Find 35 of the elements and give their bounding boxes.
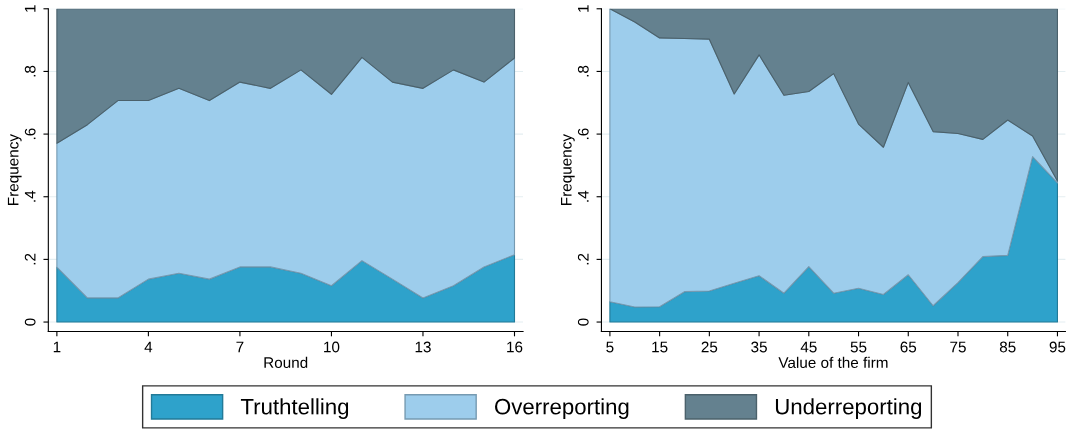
x-tick-label: 7 [236,341,244,353]
x-tick-label: 25 [701,341,718,353]
x-tick-label: 35 [751,341,767,353]
legend-label: Overreporting [495,398,629,419]
y-tick-label: 0 [24,318,36,326]
y-tick-label: .6 [577,128,589,140]
y-axis-title: Frequency [7,134,22,205]
x-tick-label: 16 [507,341,523,353]
y-tick-label: 1 [24,5,36,12]
x-tick-label: 95 [1049,341,1066,353]
legend-label: Underreporting [775,398,922,419]
x-tick-label: 4 [144,341,153,353]
x-axis-title: Round [264,356,308,369]
x-tick-label: 10 [324,341,340,353]
x-tick-label: 15 [652,341,668,353]
y-tick-label: .8 [577,65,589,77]
y-tick-label: 0 [577,318,589,326]
x-tick-label: 55 [850,341,867,353]
x-tick-label: 5 [606,341,614,353]
x-tick-label: 75 [950,341,966,353]
x-tick-label: 13 [415,341,431,353]
y-axis-title: Frequency [561,134,575,205]
y-tick-label: .2 [24,253,36,265]
x-tick-label: 45 [800,341,817,353]
y-tick-label: .8 [24,65,36,77]
x-axis-title: Value of the firm [778,356,888,369]
y-tick-label: .2 [577,253,589,265]
x-tick-label: 85 [999,341,1016,353]
y-tick-label: 1 [578,5,589,12]
x-tick-label: 65 [900,341,917,353]
y-tick-label: .6 [24,128,36,140]
x-tick-label: 1 [53,341,61,353]
y-tick-label: .4 [24,190,36,202]
y-tick-label: .4 [578,190,589,202]
legend-label: Truthtelling [240,398,349,419]
